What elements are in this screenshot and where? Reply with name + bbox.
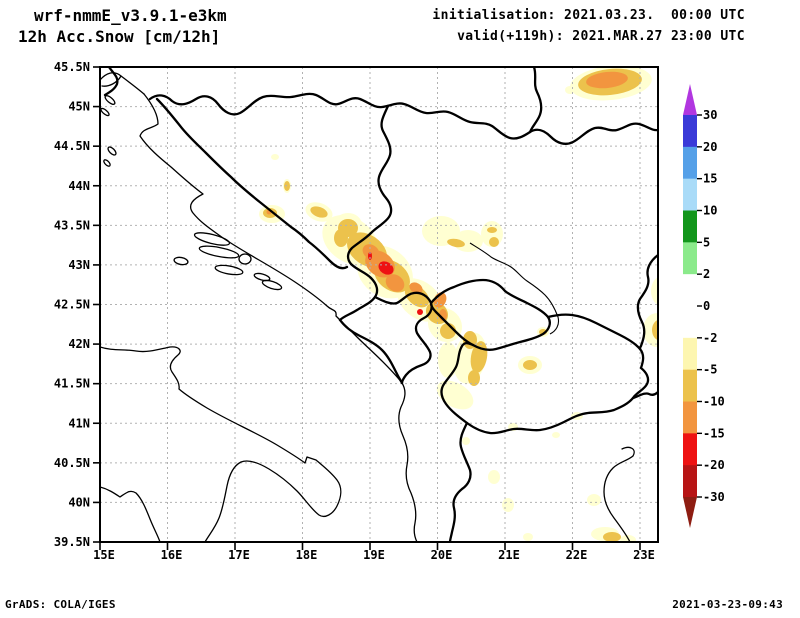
axis-ticks xyxy=(93,66,641,550)
colorbar-segment xyxy=(683,401,697,434)
initialisation-time: initialisation: 2021.03.23. 00:00 UTC xyxy=(432,8,745,23)
colorbar-label: -5 xyxy=(703,363,717,377)
colorbar-label: 5 xyxy=(703,235,710,249)
lat-label: 40N xyxy=(68,495,90,509)
lat-label: 40.5N xyxy=(54,456,90,470)
lat-label: 43N xyxy=(68,258,90,272)
colorbar-segment xyxy=(683,146,697,180)
snow-shading-orange xyxy=(266,71,628,321)
lat-label: 39.5N xyxy=(54,535,90,549)
colorbar-segment xyxy=(683,369,697,402)
colorbar-bottom-arrow xyxy=(683,497,697,528)
colorbar-segment xyxy=(683,210,697,243)
lat-label: 42N xyxy=(68,337,90,351)
colorbar-label: -20 xyxy=(703,458,725,472)
colorbar-label: 2 xyxy=(703,267,710,281)
lon-label: 17E xyxy=(228,548,250,562)
lon-label: 18E xyxy=(296,548,318,562)
lat-label: 41N xyxy=(68,416,90,430)
colorbar-label: 10 xyxy=(703,204,717,218)
lat-label: 45.5N xyxy=(54,60,90,74)
valid-time: valid(+119h): 2021.MAR.27 23:00 UTC xyxy=(457,29,745,44)
lon-label: 15E xyxy=(93,548,115,562)
snow-shading-pale xyxy=(259,67,658,542)
lat-label: 45N xyxy=(68,100,90,114)
graticule xyxy=(100,67,658,542)
coastlines xyxy=(100,72,635,542)
colorbar-label: 15 xyxy=(703,172,717,186)
colorbar-segment xyxy=(683,242,697,275)
time-block: initialisation: 2021.03.23. 00:00 UTC va… xyxy=(432,5,745,47)
lat-label: 41.5N xyxy=(54,377,90,391)
country-borders xyxy=(103,67,658,542)
colorbar-segment xyxy=(683,433,697,466)
lon-label: 16E xyxy=(161,548,183,562)
colorbar-segment xyxy=(683,337,697,371)
lon-label: 20E xyxy=(431,548,453,562)
lon-label: 21E xyxy=(498,548,520,562)
colorbar-label: 30 xyxy=(703,108,717,122)
lat-label: 44N xyxy=(68,179,90,193)
colorbar-label: -30 xyxy=(703,490,725,504)
colorbar-segment xyxy=(683,306,697,339)
lat-label: 44.5N xyxy=(54,139,90,153)
title-block: wrf-nmmE_v3.9.1-e3km 12h Acc.Snow [cm/12… xyxy=(18,5,227,47)
colorbar-label: -2 xyxy=(703,331,717,345)
creation-timestamp: 2021-03-23-09:43 xyxy=(672,598,783,611)
colorbar-segment xyxy=(683,178,697,211)
colorbar-top-arrow xyxy=(683,84,697,115)
product-name: 12h Acc.Snow [cm/12h] xyxy=(18,27,221,46)
colorbar-label: -15 xyxy=(703,426,725,440)
admin-boundary xyxy=(469,242,560,335)
lat-label: 42.5N xyxy=(54,298,90,312)
colorbar-segment xyxy=(683,115,697,148)
lon-label: 23E xyxy=(633,548,655,562)
map-frame xyxy=(99,66,659,543)
lat-label: 43.5N xyxy=(54,218,90,232)
grads-credit: GrADS: COLA/IGES xyxy=(5,598,116,611)
lon-label: 22E xyxy=(566,548,588,562)
snow-shading-red xyxy=(368,252,423,315)
colorbar-segment xyxy=(683,274,697,307)
colorbar-label: 20 xyxy=(703,140,717,154)
axis-labels: 45.5N 45N 44.5N 44N 43.5N 43N 42.5N 42N 41.5N 41N… xyxy=(54,60,655,562)
colorbar-label: -10 xyxy=(703,395,725,409)
model-name: wrf-nmmE_v3.9.1-e3km xyxy=(34,6,227,25)
colorbar-label: 0 xyxy=(703,299,710,313)
colorbar-segment xyxy=(683,465,697,498)
lon-label: 19E xyxy=(363,548,385,562)
